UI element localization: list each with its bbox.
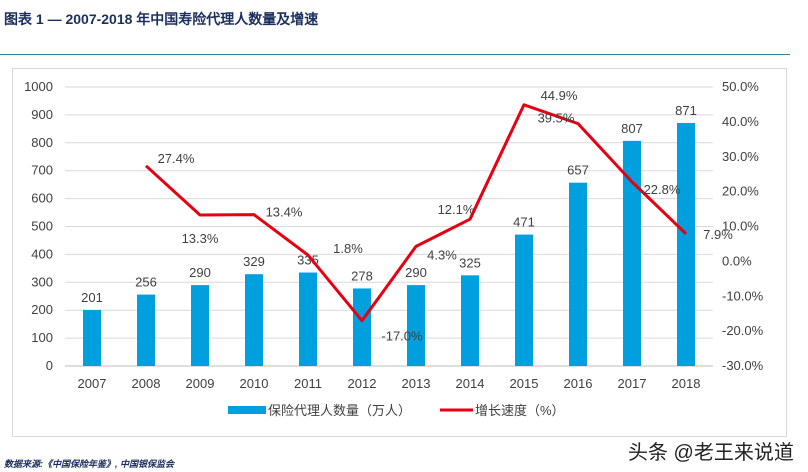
line-value-label: 39.5% (538, 111, 575, 126)
bar (191, 285, 209, 366)
y-left-tick-label: 400 (31, 246, 53, 261)
bar-value-label: 871 (675, 103, 697, 118)
line-value-label: 44.9% (541, 88, 578, 103)
line-value-label: 13.3% (182, 231, 219, 246)
bar (353, 288, 371, 366)
legend-label-bar: 保险代理人数量（万人） (268, 403, 411, 418)
x-tick-label: 2012 (348, 376, 377, 391)
x-tick-label: 2016 (564, 376, 593, 391)
bar (245, 274, 263, 366)
bar (299, 272, 317, 366)
bar-value-label: 256 (135, 275, 157, 290)
y-left-tick-label: 300 (31, 274, 53, 289)
growth-line (144, 103, 688, 323)
bar (407, 285, 425, 366)
y-right-tick-label: -30.0% (722, 358, 764, 373)
legend-label-line: 增长速度（%） (475, 403, 565, 418)
x-tick-label: 2009 (186, 376, 215, 391)
bar-value-label: 290 (405, 265, 427, 280)
bar-value-label: 290 (189, 265, 211, 280)
x-tick-label: 2013 (402, 376, 431, 391)
y-left-tick-label: 600 (31, 191, 53, 206)
bar-value-label: 329 (243, 254, 265, 269)
y-right-tick-label: 40.0% (722, 114, 759, 129)
bar (83, 309, 101, 366)
y-left-tick-label: 800 (31, 135, 53, 150)
y-left-tick-label: 500 (31, 219, 53, 234)
data-source: 数据来源:《中国保险年鉴》, 中国银保监会 (4, 459, 174, 469)
line-value-label: 1.8% (333, 241, 363, 256)
bar-value-label: 201 (81, 290, 103, 305)
bar (137, 294, 155, 366)
y-left-tick-label: 700 (31, 163, 53, 178)
line-value-label: -17.0% (381, 329, 423, 344)
y-right-tick-label: 50.0% (722, 79, 759, 94)
x-tick-label: 2011 (294, 376, 322, 391)
x-tick-label: 2017 (618, 376, 647, 391)
bar-value-label: 657 (567, 163, 589, 178)
legend-swatch-bar (228, 406, 266, 414)
chart-frame (12, 68, 787, 437)
x-tick-label: 2015 (510, 376, 539, 391)
y-right-tick-label: -20.0% (722, 323, 764, 338)
x-tick-label: 2018 (672, 376, 701, 391)
line-value-label: 7.9% (703, 227, 733, 242)
line-value-label: 22.8% (644, 182, 681, 197)
watermark: 头条 @老王来说道 (628, 442, 794, 464)
y-right-tick-label: 0.0% (722, 253, 752, 268)
bar (677, 122, 695, 366)
bar-value-label: 471 (513, 215, 535, 230)
x-tick-label: 2010 (240, 376, 269, 391)
title-divider (0, 54, 790, 55)
y-left-tick-label: 1000 (24, 79, 53, 94)
y-right-tick-label: 10.0% (722, 219, 759, 234)
bar-value-label: 278 (351, 268, 373, 283)
y-right-tick-label: 20.0% (722, 184, 759, 199)
x-tick-label: 2007 (78, 376, 107, 391)
line-value-label: 27.4% (158, 151, 195, 166)
x-tick-label: 2008 (132, 376, 161, 391)
y-left-tick-label: 900 (31, 107, 53, 122)
figure-title: 图表 1 — 2007-2018 年中国寿险代理人数量及增速 (4, 11, 319, 27)
y-left-tick-label: 0 (46, 358, 53, 373)
bar (515, 234, 533, 366)
bar-value-label: 807 (621, 121, 643, 136)
bar (569, 182, 587, 366)
bar (623, 140, 641, 366)
line-value-label: 4.3% (427, 247, 457, 262)
bar-value-label: 325 (459, 255, 481, 270)
y-right-tick-label: 30.0% (722, 149, 759, 164)
y-left-tick-label: 100 (31, 330, 53, 345)
x-tick-label: 2014 (456, 376, 485, 391)
bar (461, 275, 479, 366)
y-right-tick-label: -10.0% (722, 288, 764, 303)
y-left-tick-label: 200 (31, 302, 53, 317)
line-value-label: 13.4% (266, 205, 303, 220)
line-value-label: 12.1% (438, 202, 475, 217)
